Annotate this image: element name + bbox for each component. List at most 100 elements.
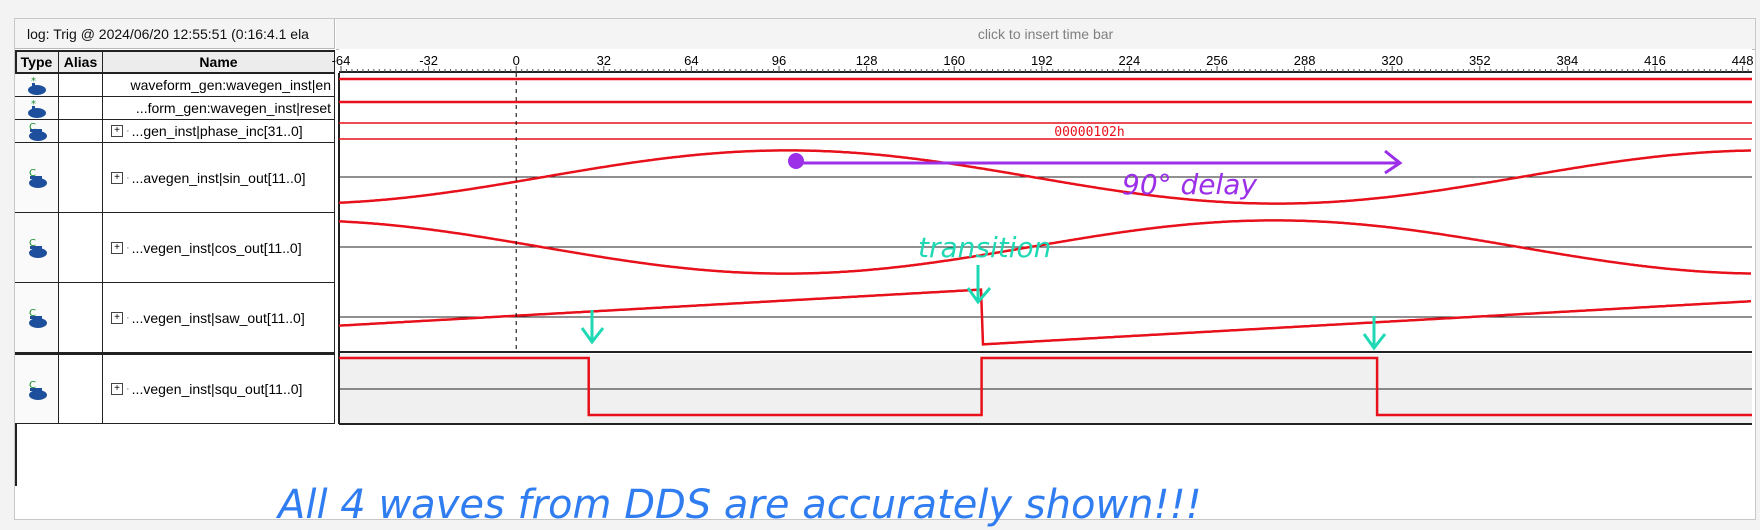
- tree-line-icon: ·: [126, 125, 130, 137]
- squ-wave: [339, 356, 1752, 417]
- signal-name: ...form_gen:wavegen_inst|reset: [103, 97, 335, 119]
- type-cell: *: [15, 74, 59, 96]
- column-name[interactable]: Name: [103, 52, 335, 72]
- bus-icon: C: [29, 380, 47, 400]
- expand-icon[interactable]: +: [111, 171, 123, 184]
- axis-tick-label: 256: [1206, 53, 1228, 68]
- axis-tick-label: 384: [1557, 53, 1579, 68]
- signal-name-text: ...avegen_inst|sin_out[11..0]: [131, 169, 306, 186]
- transition-label: transition: [918, 231, 1051, 264]
- signal-row-cos-out[interactable]: C + · ...vegen_inst|cos_out[11..0]: [15, 213, 335, 283]
- delay-start-dot: [788, 153, 804, 169]
- alias-cell: [59, 120, 103, 142]
- expand-icon[interactable]: +: [111, 311, 123, 324]
- footer-note: All 4 waves from DDS are accurately show…: [275, 482, 1202, 528]
- axis-tick-label: 128: [856, 53, 878, 68]
- arrow-down-icon: [580, 310, 605, 345]
- axis-tick-label: 0: [513, 53, 520, 68]
- type-cell: C: [15, 120, 59, 142]
- tree-line-icon: ·: [126, 311, 130, 324]
- alias-cell: [59, 74, 103, 96]
- trigger-log-label: log: Trig @ 2024/06/20 12:55:51 (0:16:4.…: [15, 19, 335, 49]
- signal-name-text: ...gen_inst|phase_inc[31..0]: [131, 123, 303, 139]
- type-cell: C: [15, 283, 59, 352]
- signal-name-text: waveform_gen:wavegen_inst|en: [130, 77, 331, 93]
- signal-name-text: ...vegen_inst|saw_out[11..0]: [131, 309, 305, 326]
- signal-row-phase-inc[interactable]: C + · ...gen_inst|phase_inc[31..0]: [15, 120, 335, 143]
- signal-name-text: ...vegen_inst|cos_out[11..0]: [131, 239, 302, 256]
- axis-tick-label: 64: [684, 53, 698, 68]
- column-alias[interactable]: Alias: [59, 52, 103, 72]
- axis-tick-label: 96: [772, 53, 786, 68]
- axis-tick-label: 224: [1119, 53, 1141, 68]
- type-cell: C: [15, 213, 59, 282]
- waveforms: [338, 73, 1752, 425]
- signal-name: + · ...vegen_inst|cos_out[11..0]: [103, 213, 335, 282]
- input-pin-icon: *: [28, 99, 46, 118]
- type-cell: C: [15, 143, 59, 212]
- arrow-down-icon: [966, 265, 992, 305]
- signal-name: + · ...avegen_inst|sin_out[11..0]: [103, 143, 335, 212]
- delay-annotation: 90° delay: [788, 149, 1403, 201]
- axis-tick-label: -32: [419, 53, 438, 68]
- type-cell: C: [15, 355, 59, 423]
- type-cell: *: [15, 97, 59, 119]
- signal-name: waveform_gen:wavegen_inst|en: [103, 74, 335, 96]
- signal-name-text: ...form_gen:wavegen_inst|reset: [135, 100, 331, 116]
- axis-tick-label: 416: [1644, 53, 1666, 68]
- svg-text:C: C: [29, 168, 36, 179]
- input-pin-icon: *: [28, 76, 46, 95]
- svg-text:C: C: [29, 308, 36, 319]
- bus-icon: C: [29, 168, 47, 188]
- alias-cell: [59, 213, 103, 282]
- svg-text:C: C: [29, 238, 36, 249]
- alias-cell: [59, 143, 103, 212]
- axis-background: [339, 49, 1752, 73]
- signal-name-text: ...vegen_inst|squ_out[11..0]: [131, 381, 303, 397]
- phase-inc-value: 00000102h: [1054, 125, 1124, 140]
- expand-icon[interactable]: +: [111, 241, 123, 254]
- signal-row-squ-out[interactable]: C + · ...vegen_inst|squ_out[11..0]: [15, 353, 335, 424]
- arrow-down-icon: [1362, 316, 1387, 351]
- axis-tick-label: 32: [597, 53, 611, 68]
- cos-wave: [339, 219, 1751, 275]
- expand-icon[interactable]: +: [111, 125, 123, 137]
- alias-cell: [59, 97, 103, 119]
- arrow-head-icon: [1384, 149, 1403, 175]
- axis-tick-label: -64: [332, 53, 351, 68]
- tree-line-icon: ·: [126, 383, 130, 395]
- svg-text:C: C: [29, 380, 36, 391]
- axis-tick-label: 320: [1381, 53, 1403, 68]
- signal-list: * waveform_gen:wavegen_inst|en * ...form…: [15, 74, 335, 486]
- time-axis[interactable]: -64 -32 0 32 64 96 128 160 192 224 256 288 320 352 384…: [332, 49, 1754, 73]
- alias-cell: [59, 283, 103, 352]
- bus-icon: C: [29, 308, 47, 328]
- alias-cell: [59, 355, 103, 423]
- svg-text:*: *: [31, 76, 36, 87]
- signal-row-en[interactable]: * waveform_gen:wavegen_inst|en: [15, 74, 335, 97]
- signal-row-saw-out[interactable]: C + · ...vegen_inst|saw_out[11..0]: [15, 283, 335, 353]
- signal-row-reset[interactable]: * ...form_gen:wavegen_inst|reset: [15, 97, 335, 120]
- signal-name: + · ...vegen_inst|squ_out[11..0]: [103, 355, 335, 423]
- svg-text:C: C: [29, 122, 36, 133]
- column-header: Type Alias Name: [15, 50, 335, 74]
- axis-tick-label: 448: [1732, 53, 1754, 68]
- transition-annotation: transition: [580, 231, 1387, 351]
- column-type[interactable]: Type: [15, 52, 59, 72]
- signal-row-sin-out[interactable]: C + · ...avegen_inst|sin_out[11..0]: [15, 143, 335, 213]
- bus-icon: C: [29, 122, 47, 141]
- axis-tick-label: 192: [1031, 53, 1053, 68]
- sin-wave: [338, 149, 1751, 205]
- signal-name: + · ...gen_inst|phase_inc[31..0]: [103, 120, 335, 142]
- delay-label: 90° delay: [1122, 168, 1257, 201]
- axis-tick-label: 288: [1294, 53, 1316, 68]
- expand-icon[interactable]: +: [111, 383, 123, 395]
- saw-wave: [338, 288, 1752, 346]
- bus-icon: C: [29, 238, 47, 258]
- svg-text:*: *: [31, 99, 36, 110]
- axis-tick-label: 352: [1469, 53, 1491, 68]
- tree-line-icon: ·: [126, 171, 130, 184]
- signal-name: + · ...vegen_inst|saw_out[11..0]: [103, 283, 335, 352]
- axis-tick-label: 160: [943, 53, 965, 68]
